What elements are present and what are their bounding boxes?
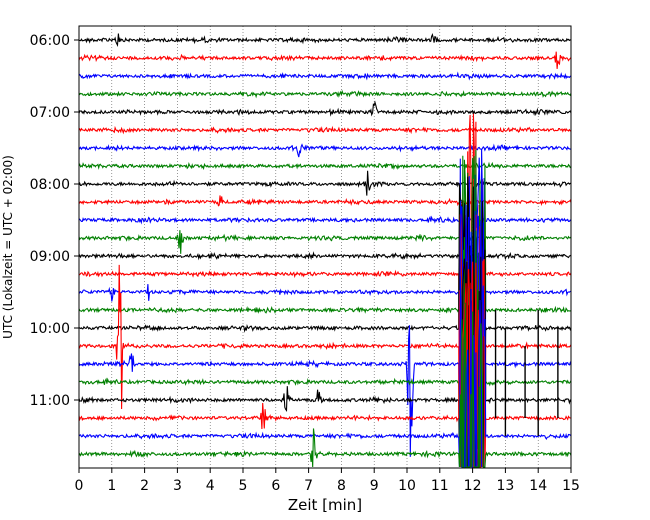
x-tick-label: 0 [75, 478, 84, 494]
y-axis-label: UTC (Lokalzeit = UTC + 02:00) [1, 155, 15, 339]
x-tick-label: 9 [370, 478, 379, 494]
x-tick-label: 10 [398, 478, 416, 494]
seismic-trace [78, 100, 572, 117]
seismic-trace [79, 33, 572, 48]
seismic-trace [78, 230, 572, 468]
seismic-trace [78, 149, 572, 460]
y-tick-label: 11:00 [30, 393, 70, 409]
seismic-trace [78, 215, 572, 225]
seismic-trace [78, 51, 572, 69]
x-tick-label: 1 [107, 478, 116, 494]
seismic-trace [78, 240, 572, 468]
seismic-trace [78, 143, 572, 158]
x-tick-label: 14 [529, 478, 547, 494]
x-tick-label: 3 [173, 478, 182, 494]
y-tick-label: 08:00 [30, 177, 70, 193]
y-tick-label: 07:00 [30, 105, 70, 121]
y-tick-label: 06:00 [30, 33, 70, 49]
seismic-trace [78, 276, 572, 468]
seismic-trace [78, 125, 572, 135]
seismic-trace [78, 195, 572, 207]
x-tick-label: 12 [464, 478, 482, 494]
seismic-trace [78, 89, 572, 99]
seismic-trace [78, 204, 572, 468]
x-tick-label: 5 [239, 478, 248, 494]
y-axis: 06:00 07:00 08:00 09:00 10:00 11:00 [30, 33, 79, 409]
x-tick-label: 15 [562, 478, 580, 494]
x-axis-label: Zeit [min] [288, 496, 362, 514]
x-tick-label: 4 [206, 478, 215, 494]
plot-frame [78, 25, 572, 469]
x-tick-label: 13 [496, 478, 514, 494]
x-tick-label: 11 [431, 478, 449, 494]
seismic-trace [78, 71, 572, 81]
x-tick-label: 7 [304, 478, 313, 494]
x-tick-label: 8 [337, 478, 346, 494]
seismic-trace [78, 113, 572, 431]
seismic-trace [78, 251, 572, 261]
x-tick-label: 6 [271, 478, 280, 494]
seismic-trace [78, 170, 572, 196]
x-axis: 0 1 2 3 4 5 6 7 8 9 10 11 12 13 14 15 [75, 468, 580, 494]
seismic-trace [78, 176, 572, 468]
x-tick-label: 2 [140, 478, 149, 494]
y-tick-label: 10:00 [30, 321, 70, 337]
seismic-trace [78, 230, 572, 254]
seismic-trace [78, 214, 572, 468]
seismic-trace [78, 161, 572, 171]
y-tick-label: 09:00 [30, 249, 70, 265]
seismic-trace [78, 148, 572, 439]
seismic-trace [78, 302, 572, 468]
trace-layer [78, 33, 572, 468]
seismic-trace [78, 258, 571, 468]
